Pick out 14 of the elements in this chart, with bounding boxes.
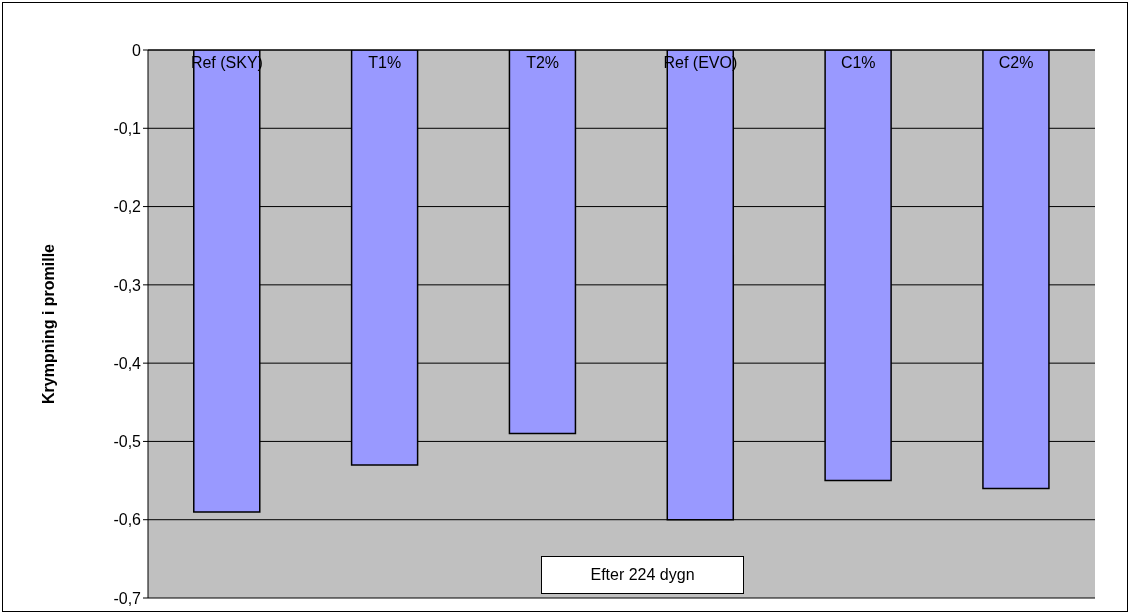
x-tick-label: T1%: [368, 54, 402, 71]
x-tick-label: C1%: [840, 54, 876, 71]
y-tick-label: -0,4: [113, 354, 142, 372]
y-tick-label: -0,6: [113, 511, 142, 529]
y-axis-title: Krympning i promille: [39, 243, 57, 405]
y-tick-label: -0,3: [113, 276, 142, 294]
y-tick-label: -0,7: [113, 589, 142, 607]
y-tick-label: 0: [132, 41, 142, 59]
x-tick-label: C2%: [998, 54, 1034, 71]
x-tick-label: T2%: [526, 54, 560, 71]
y-tick-label: -0,2: [113, 198, 142, 216]
y-tick-label: -0,1: [113, 119, 142, 137]
text-box: Efter 224 dygn: [541, 556, 744, 594]
y-tick-label: -0,5: [113, 433, 142, 451]
